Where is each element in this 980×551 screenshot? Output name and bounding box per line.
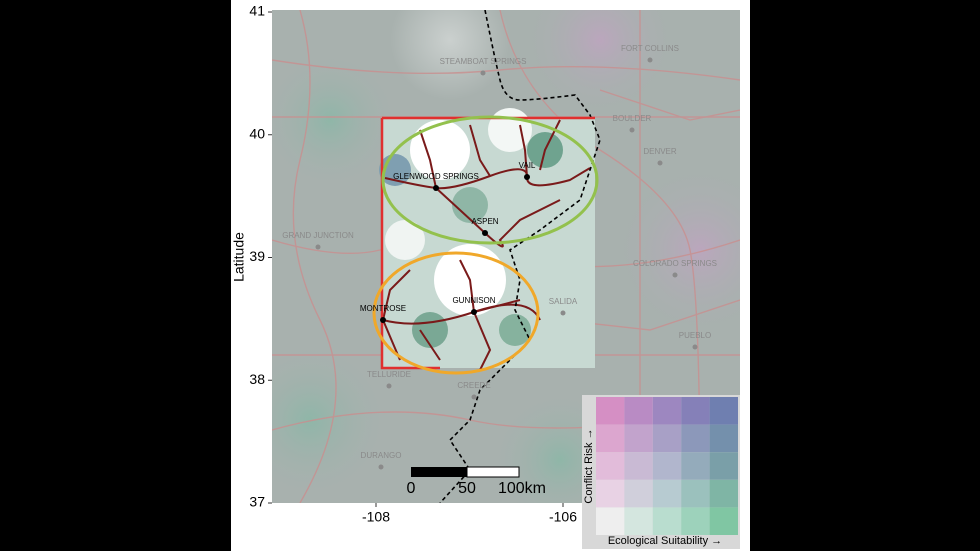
city-label: MONTROSE: [360, 304, 406, 313]
city-dot: [378, 464, 384, 470]
legend-cell: [652, 507, 682, 535]
y-tick-label: 39: [249, 248, 265, 264]
city-label: BOULDER: [613, 114, 652, 123]
continental-divide: [439, 10, 601, 503]
legend-cell: [652, 479, 682, 508]
city-dot: [692, 344, 698, 350]
city-dot: [471, 309, 477, 315]
city-dot: [629, 127, 635, 133]
scale-label: 50: [458, 480, 476, 497]
legend-cell: [709, 479, 738, 508]
legend-cell: [681, 424, 710, 453]
city-label: SALIDA: [549, 297, 578, 306]
city-label: VAIL: [519, 161, 536, 170]
legend-cell: [624, 397, 653, 425]
city-dot: [433, 185, 439, 191]
city-dot: [471, 394, 477, 400]
city-dot: [482, 230, 488, 236]
city-label: PUEBLO: [679, 331, 711, 340]
city-dot: [560, 310, 566, 316]
legend-x-label: Ecological Suitability →: [608, 535, 722, 547]
legend-cell: [624, 452, 653, 480]
legend-cell: [652, 397, 682, 425]
legend-cell: [596, 452, 625, 480]
legend-cell: [709, 397, 738, 425]
south-region: [372, 251, 540, 375]
city-label: DENVER: [643, 147, 677, 156]
city-label: DURANGO: [361, 451, 402, 460]
y-tick-label: 38: [249, 371, 265, 387]
city-label: STEAMBOAT SPRINGS: [440, 57, 527, 66]
scale-bar: 0 50 100km: [407, 466, 546, 497]
legend-cell: [709, 507, 738, 535]
y-axis-label: Latitude: [231, 232, 247, 282]
y-tick-label: 37: [249, 494, 265, 510]
legend-cell: [596, 507, 625, 535]
map: [272, 10, 740, 503]
city-label: COLORADO SPRINGS: [633, 259, 717, 268]
city-label: GUNNISON: [452, 296, 495, 305]
y-tick-label: 40: [249, 125, 265, 141]
north-region: [381, 115, 599, 245]
scale-label: 100km: [498, 480, 546, 497]
city-dot: [480, 70, 486, 76]
city-dot: [647, 57, 653, 63]
legend-cell: [624, 507, 653, 535]
legend-cell: [681, 479, 710, 508]
legend: Conflict Risk → Ecological Suitability →: [582, 395, 740, 549]
city-label: GRAND JUNCTION: [282, 231, 354, 240]
legend-cell: [596, 424, 625, 453]
legend-cell: [624, 424, 653, 453]
legend-cell: [596, 397, 625, 425]
city-label: TELLURIDE: [367, 370, 411, 379]
legend-cell: [709, 424, 738, 453]
city-label: CREEDE: [457, 381, 490, 390]
legend-cell: [652, 452, 682, 480]
x-tick-label: -106: [549, 509, 577, 525]
legend-cell: [596, 479, 625, 508]
legend-cell: [709, 452, 738, 480]
legend-cell: [681, 397, 710, 425]
city-label: ASPEN: [471, 217, 498, 226]
city-dot: [380, 317, 386, 323]
city-dot: [386, 383, 392, 389]
city-dot: [672, 272, 678, 278]
legend-cell: [681, 452, 710, 480]
y-tick-label: 41: [249, 3, 265, 19]
legend-cell: [652, 424, 682, 453]
city-label: FORT COLLINS: [621, 44, 679, 53]
legend-cell: [624, 479, 653, 508]
city-label: GLENWOOD SPRINGS: [393, 172, 479, 181]
scale-label: 0: [407, 480, 416, 497]
x-tick-label: -108: [362, 509, 390, 525]
legend-cell: [681, 507, 710, 535]
city-dot: [524, 174, 530, 180]
city-dot: [657, 160, 663, 166]
legend-y-label: Conflict Risk →: [583, 428, 595, 503]
city-dot: [315, 244, 321, 250]
